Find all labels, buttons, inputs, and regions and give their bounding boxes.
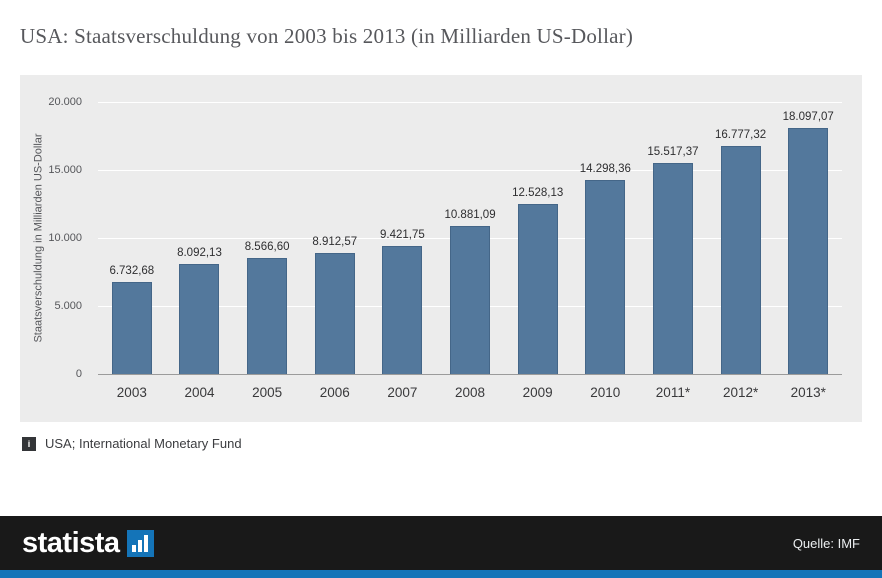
gridline — [98, 102, 842, 103]
source-note-text: USA; International Monetary Fund — [45, 436, 242, 451]
bar-value-label: 6.732,68 — [109, 265, 155, 278]
footer-bar: statista Quelle: IMF — [0, 516, 882, 578]
bar-group: 8.912,57 — [301, 102, 369, 374]
gridline — [98, 170, 842, 171]
bar-group: 8.566,60 — [233, 102, 301, 374]
info-icon: i — [22, 436, 36, 451]
x-axis-label: 2006 — [319, 384, 350, 400]
source-label: Quelle: IMF — [792, 535, 860, 551]
bar — [382, 245, 423, 374]
bar-value-label: 8.566,60 — [244, 240, 290, 253]
bar — [720, 145, 761, 374]
bar — [652, 162, 693, 374]
statista-logo-text: statista — [22, 526, 120, 559]
bar — [111, 282, 152, 374]
statista-logo-icon — [126, 529, 154, 557]
bar-value-label: 12.528,13 — [512, 186, 564, 199]
x-axis-label: 2003 — [116, 384, 147, 400]
y-tick-label: 20.000 — [48, 96, 82, 108]
bar — [247, 257, 288, 374]
y-tick-label: 0 — [75, 368, 82, 380]
bar-value-label: 10.881,09 — [444, 209, 496, 222]
bar-group: 10.881,09 — [436, 102, 504, 374]
bar-value-label: 18.097,07 — [782, 110, 834, 123]
x-axis-label: 2005 — [252, 384, 283, 400]
bar-value-label: 8.092,13 — [177, 246, 222, 259]
bar — [179, 263, 220, 374]
bars-row: 6.732,68 8.092,13 8.566,60 8.912,57 9.421,75… — [98, 102, 842, 374]
bar-value-label: 14.298,36 — [579, 162, 631, 175]
x-axis-line — [98, 374, 842, 375]
source-note: i USA; International Monetary Fund — [22, 436, 242, 451]
y-tick-label: 15.000 — [48, 164, 82, 176]
x-axis-label: 2009 — [522, 384, 553, 400]
x-axis-row: 2003 2004 2005 2006 2007 2008 2009 2010 2011* 201… — [98, 374, 842, 410]
x-axis-label: 2010 — [590, 384, 621, 400]
statista-logo[interactable]: statista — [22, 526, 154, 559]
bar — [517, 203, 558, 374]
bar — [788, 127, 829, 374]
bar-value-label: 15.517,37 — [647, 145, 699, 158]
bar-group: 8.092,13 — [166, 102, 234, 374]
x-axis-label: 2011* — [655, 384, 691, 400]
bar-group: 12.528,13 — [504, 102, 572, 374]
y-tick-label: 10.000 — [48, 232, 82, 244]
bar — [450, 226, 491, 374]
footer-dark-bar: statista Quelle: IMF — [0, 516, 882, 570]
bar-value-label: 8.912,57 — [312, 235, 358, 248]
bar-group: 14.298,36 — [571, 102, 639, 374]
x-axis-label: 2013* — [790, 384, 826, 400]
x-axis-label: 2007 — [387, 384, 418, 400]
bar — [585, 179, 626, 374]
y-tick-label: 5.000 — [54, 300, 82, 312]
bar-value-label: 9.421,75 — [380, 228, 425, 241]
bar-group: 15.517,37 — [639, 102, 707, 374]
bar-value-label: 16.777,32 — [715, 128, 767, 141]
footer-accent-strip — [0, 570, 882, 578]
plot-area: 20.000 15.000 10.000 5.000 0 6.732,68 8.092,1… — [48, 96, 842, 380]
x-axis-label: 2004 — [184, 384, 215, 400]
bar — [314, 252, 355, 374]
chart-title: USA: Staatsverschuldung von 2003 bis 201… — [20, 24, 634, 48]
y-ticks: 20.000 15.000 10.000 5.000 0 — [36, 96, 90, 380]
bar-group: 18.097,07 — [774, 102, 842, 374]
x-axis-label: 2008 — [455, 384, 486, 400]
x-axis-label: 2012* — [722, 384, 759, 400]
chart-area: Staatsverschuldung in Milliarden US-Doll… — [20, 75, 862, 422]
bar-group: 6.732,68 — [98, 102, 166, 374]
bar-group: 16.777,32 — [707, 102, 775, 374]
bar-group: 9.421,75 — [369, 102, 437, 374]
